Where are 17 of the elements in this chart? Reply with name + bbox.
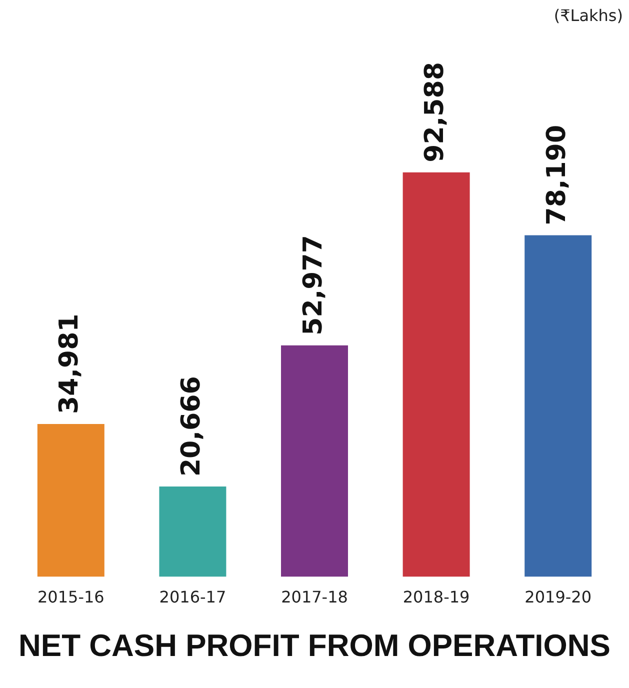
x-tick-label: 2016-17	[159, 588, 226, 607]
x-tick-label: 2017-18	[281, 588, 348, 607]
text: NET CASH PROFIT FROM OPERATIONS	[18, 628, 612, 664]
bar	[281, 345, 348, 577]
x-tick-label: 2018-19	[402, 588, 470, 607]
bar	[37, 424, 104, 577]
bar	[524, 235, 592, 577]
data-label: 20,666	[176, 376, 206, 477]
data-label: 92,588	[420, 62, 450, 162]
data-label: 34,981	[54, 314, 85, 414]
bar	[402, 172, 470, 577]
text: (₹Lakhs)	[554, 6, 623, 25]
data-label: 52,977	[298, 235, 328, 336]
x-tick-label: 2019-20	[524, 588, 592, 607]
bar	[159, 486, 226, 577]
x-tick-label: 2015-16	[37, 588, 104, 607]
data-label: 78,190	[542, 124, 572, 226]
